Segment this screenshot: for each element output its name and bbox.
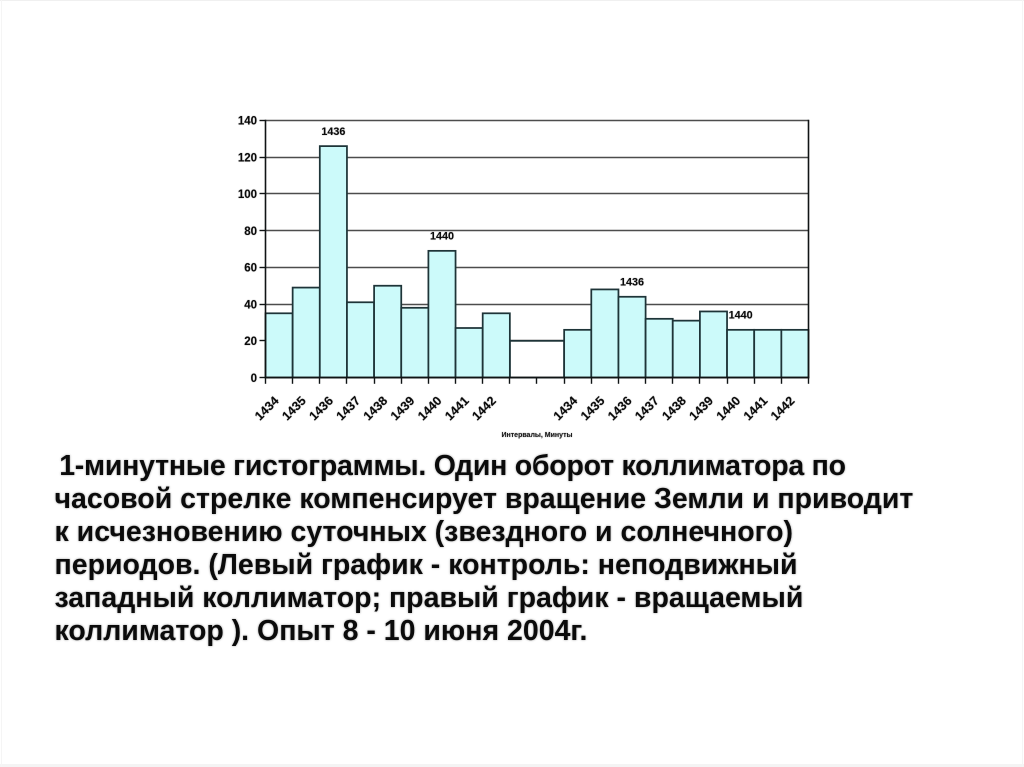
- svg-text:1440: 1440: [729, 310, 753, 322]
- svg-text:1440: 1440: [430, 231, 454, 243]
- svg-text:80: 80: [244, 226, 257, 238]
- svg-text:1434: 1434: [551, 394, 581, 424]
- svg-text:1435: 1435: [578, 394, 608, 424]
- svg-text:1436: 1436: [605, 394, 635, 424]
- svg-text:1440: 1440: [714, 394, 744, 424]
- svg-text:1438: 1438: [659, 394, 689, 424]
- svg-text:1439: 1439: [687, 394, 717, 424]
- svg-text:100: 100: [238, 189, 257, 201]
- svg-text:1438: 1438: [361, 394, 391, 424]
- svg-text:1434: 1434: [252, 394, 282, 424]
- svg-text:20: 20: [244, 336, 257, 348]
- svg-text:1437: 1437: [632, 394, 662, 424]
- svg-text:60: 60: [244, 263, 257, 275]
- svg-text:1442: 1442: [469, 394, 499, 424]
- svg-text:1437: 1437: [334, 394, 364, 424]
- svg-text:120: 120: [238, 152, 257, 164]
- svg-text:Интервалы, Минуты: Интервалы, Минуты: [501, 432, 572, 439]
- svg-text:0: 0: [251, 373, 257, 385]
- svg-text:1442: 1442: [768, 394, 798, 424]
- svg-text:1441: 1441: [741, 394, 771, 424]
- svg-text:1436: 1436: [620, 277, 644, 289]
- svg-text:1436: 1436: [321, 126, 345, 138]
- svg-text:1439: 1439: [388, 394, 418, 424]
- svg-text:1440: 1440: [415, 394, 445, 424]
- svg-text:1441: 1441: [442, 394, 472, 424]
- svg-text:140: 140: [238, 116, 257, 128]
- svg-text:1435: 1435: [279, 394, 309, 424]
- svg-text:40: 40: [244, 299, 257, 311]
- svg-text:1436: 1436: [306, 394, 336, 424]
